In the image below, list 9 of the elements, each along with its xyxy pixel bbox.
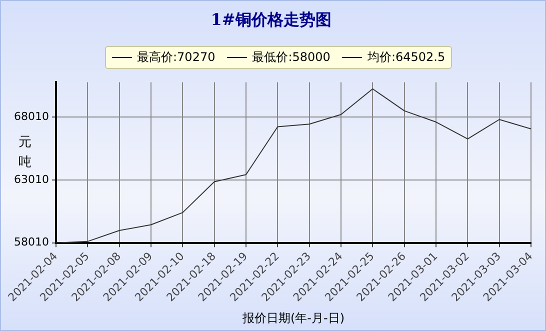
y-axis-title: 元吨 — [18, 134, 32, 172]
y-tick-label: 68010 — [14, 110, 49, 124]
y-tick-label: 58010 — [14, 236, 49, 249]
text: 最低价:58000 — [252, 49, 330, 66]
x-axis-title: 报价日期(年-月-日) — [241, 310, 345, 325]
text: 最高价:70270 — [137, 49, 216, 66]
text: 均价:64502.5 — [367, 49, 446, 66]
chart-title: 1#铜价格走势图 — [210, 10, 332, 29]
y-tick-label: 63010 — [14, 172, 49, 186]
